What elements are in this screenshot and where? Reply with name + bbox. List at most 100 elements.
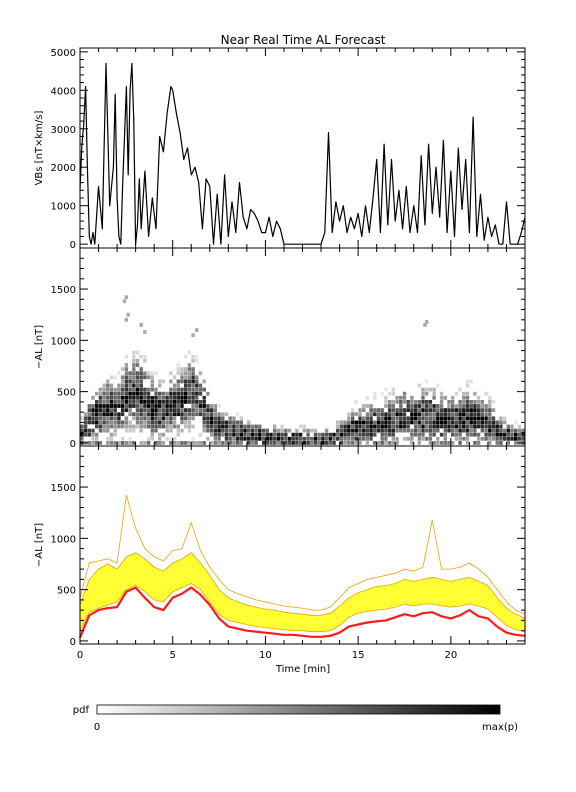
pdf-cell bbox=[150, 371, 154, 376]
pdf-cell bbox=[135, 391, 140, 396]
pdf-cell bbox=[484, 428, 488, 433]
pdf-cell bbox=[187, 387, 192, 392]
pdf-cell bbox=[158, 379, 162, 384]
pdf-cell bbox=[399, 416, 403, 421]
pdf-cell bbox=[502, 420, 507, 425]
pdf-cell bbox=[132, 391, 136, 396]
pdf-cell bbox=[521, 436, 525, 441]
pdf-cell bbox=[132, 428, 136, 433]
pdf-cell bbox=[98, 420, 103, 425]
pdf-cell bbox=[387, 408, 392, 412]
pdf-cell bbox=[265, 441, 269, 445]
pdf-cell bbox=[161, 420, 166, 425]
pdf-cell bbox=[191, 379, 195, 384]
pdf-cell bbox=[128, 391, 132, 396]
pdf-cell bbox=[358, 432, 362, 437]
pdf-cell bbox=[369, 424, 373, 429]
pdf-cell bbox=[480, 424, 484, 429]
pdf-cell bbox=[406, 416, 410, 421]
pdf-cell bbox=[284, 436, 288, 441]
pdf-cell bbox=[213, 412, 218, 417]
pdf-cell bbox=[135, 400, 140, 404]
pdf-cell bbox=[95, 420, 99, 425]
pdf-cell bbox=[202, 387, 206, 392]
pdf-cell bbox=[476, 436, 481, 441]
pdf-cell bbox=[83, 424, 88, 429]
pdf-cell bbox=[172, 441, 177, 445]
pdf-cell bbox=[343, 428, 347, 433]
pdf-cell bbox=[462, 416, 466, 421]
pdf-cell bbox=[98, 416, 103, 421]
pdf-cell bbox=[135, 416, 140, 421]
pdf-cell bbox=[95, 436, 99, 441]
al-forecast-panel: 0 500 1000 1500 0 5 10 15 20 −AL [nT] Time [min] bbox=[34, 445, 526, 675]
pdf-cell bbox=[495, 436, 499, 441]
pdf-cell bbox=[476, 400, 481, 404]
pdf-cell bbox=[295, 432, 299, 437]
pdf-cell bbox=[484, 416, 488, 421]
pdf-cell bbox=[384, 387, 388, 392]
pdf-cell bbox=[336, 428, 340, 433]
pdf-cell bbox=[462, 436, 466, 441]
pdf-cell bbox=[150, 412, 154, 417]
pdf-cell bbox=[287, 441, 292, 445]
pdf-cell bbox=[387, 420, 392, 425]
pdf-cell bbox=[161, 432, 166, 437]
pdf-cell bbox=[176, 371, 180, 376]
pdf-cell bbox=[172, 416, 177, 421]
pdf-cell bbox=[169, 428, 173, 433]
pdf-cell bbox=[254, 436, 258, 441]
pdf-cell bbox=[102, 408, 106, 412]
pdf-cell bbox=[488, 400, 492, 404]
pdf-cell bbox=[154, 441, 158, 445]
pdf-cell bbox=[339, 424, 344, 429]
pdf-cell bbox=[421, 428, 425, 433]
pdf-cell bbox=[187, 428, 192, 433]
pdf-cell bbox=[80, 428, 84, 433]
pdf-cell bbox=[165, 416, 169, 421]
pdf-cell bbox=[161, 379, 166, 384]
pdf-cell bbox=[180, 371, 184, 376]
pdf-cell bbox=[176, 391, 180, 396]
pdf-cell bbox=[124, 428, 129, 433]
pdf-cell bbox=[347, 432, 351, 437]
pdf-cell bbox=[387, 391, 392, 396]
pdf-cell bbox=[250, 441, 255, 445]
pdf-cell bbox=[380, 391, 384, 396]
pdf-cell bbox=[313, 441, 318, 445]
pdf-cell bbox=[172, 387, 177, 392]
pdf-cell bbox=[454, 432, 459, 437]
pdf-cell bbox=[269, 441, 273, 445]
pdf-cell bbox=[376, 428, 381, 433]
pdf-cell bbox=[95, 432, 99, 437]
pdf-cell bbox=[406, 400, 410, 404]
pdf-cell bbox=[161, 408, 166, 412]
pdf-cell bbox=[109, 441, 114, 445]
pdf-cell bbox=[195, 379, 199, 384]
pdf-cell bbox=[436, 436, 440, 441]
pdf-cell bbox=[146, 375, 151, 380]
pdf-cell bbox=[384, 432, 388, 437]
pdf-cell bbox=[451, 424, 455, 429]
pdf-cell bbox=[280, 424, 284, 429]
pdf-cell bbox=[425, 420, 429, 425]
pdf-cell bbox=[465, 379, 470, 384]
pdf-cell bbox=[380, 424, 384, 429]
pdf-cell bbox=[135, 412, 140, 417]
pdf-cell bbox=[376, 412, 381, 417]
pdf-cell bbox=[417, 424, 421, 429]
pdf-cell bbox=[195, 395, 199, 400]
pdf-cell bbox=[95, 400, 99, 404]
pdf-cell bbox=[402, 412, 407, 417]
upper-bound-line bbox=[79, 552, 526, 619]
pdf-cell bbox=[447, 400, 451, 404]
pdf-cell bbox=[202, 424, 206, 429]
pdf-cell bbox=[150, 428, 154, 433]
pdf-cell bbox=[432, 395, 436, 400]
pdf-cell bbox=[439, 416, 444, 421]
pdf-cell bbox=[150, 387, 154, 392]
pdf-cell bbox=[358, 416, 362, 421]
pdf-cell bbox=[146, 404, 151, 408]
pdf-cell bbox=[339, 420, 344, 425]
pdf-cell bbox=[421, 424, 425, 429]
